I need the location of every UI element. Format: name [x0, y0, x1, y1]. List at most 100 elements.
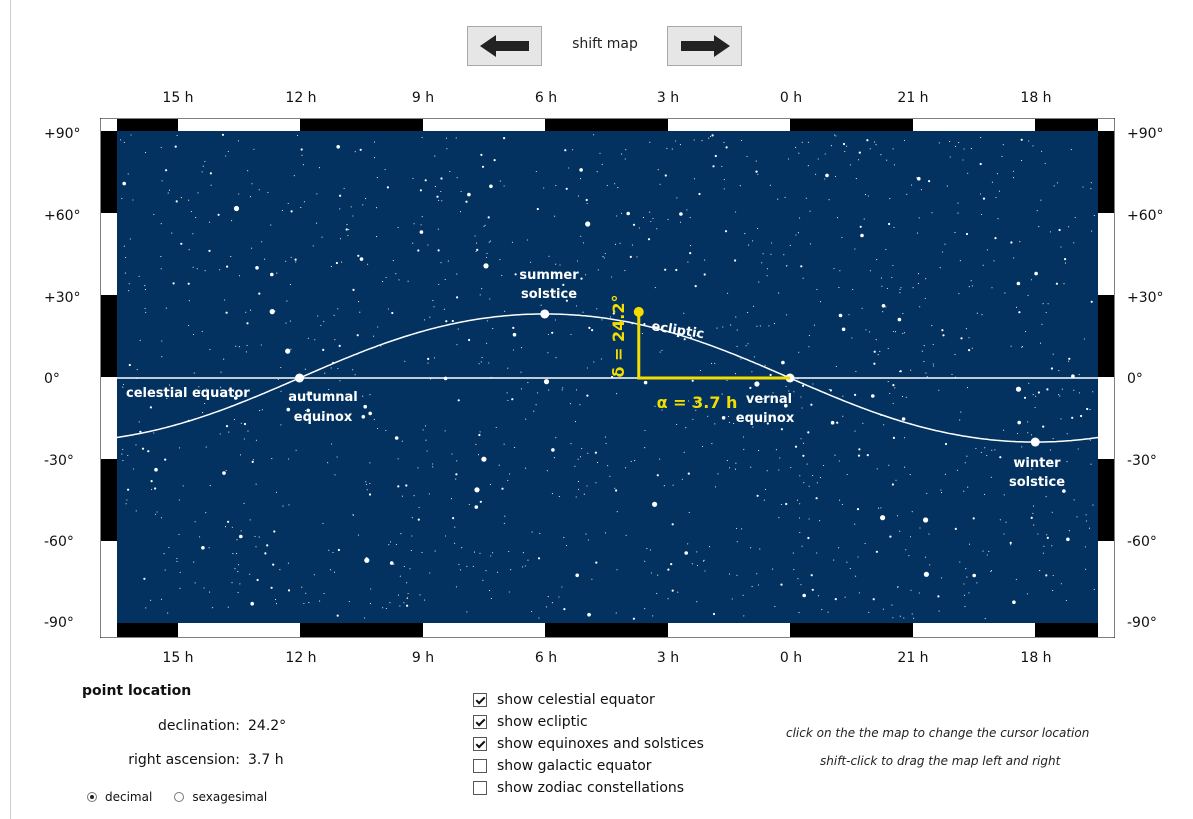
star	[376, 236, 378, 238]
cursor[interactable]: α = 3.7 h δ = 24.2°	[609, 294, 790, 412]
star	[599, 152, 601, 154]
star	[481, 288, 483, 290]
star	[307, 337, 309, 339]
star	[167, 612, 169, 614]
star	[176, 557, 178, 560]
star	[789, 396, 791, 398]
star	[553, 457, 555, 459]
checkbox[interactable]	[473, 715, 487, 729]
option-celestial-equator[interactable]: show celestial equator	[473, 689, 704, 711]
star	[429, 572, 431, 574]
star	[352, 514, 354, 517]
option-equinoxes-solstices[interactable]: show equinoxes and solstices	[473, 733, 704, 755]
star-map[interactable]: celestial equator ecliptic summer solsti…	[100, 118, 1115, 638]
radio-dot[interactable]	[174, 792, 185, 802]
star	[1042, 552, 1044, 554]
star	[388, 544, 390, 546]
option-ecliptic[interactable]: show ecliptic	[473, 711, 704, 733]
star	[456, 273, 458, 275]
star	[409, 568, 411, 570]
star	[503, 137, 506, 140]
option-zodiac-constellations[interactable]: show zodiac constellations	[473, 777, 704, 799]
star	[1012, 170, 1014, 172]
star	[779, 457, 781, 459]
star	[363, 404, 368, 409]
star	[980, 137, 982, 139]
star	[419, 230, 424, 234]
star	[757, 227, 759, 229]
star	[561, 586, 563, 588]
star	[616, 393, 618, 395]
star	[566, 544, 568, 547]
star	[418, 506, 420, 508]
star	[1076, 516, 1078, 518]
star	[192, 333, 195, 336]
star	[411, 517, 413, 519]
star	[492, 328, 494, 330]
star	[237, 592, 239, 594]
star	[958, 142, 960, 144]
star	[696, 564, 699, 566]
star	[135, 444, 137, 446]
radio-dot[interactable]	[87, 792, 97, 802]
star	[210, 184, 212, 186]
shift-left-button[interactable]	[467, 26, 542, 66]
star	[1039, 342, 1042, 344]
radio-sexagesimal[interactable]: sexagesimal	[174, 790, 267, 804]
star	[861, 307, 863, 309]
star	[365, 481, 367, 483]
star	[1052, 438, 1054, 440]
star	[858, 151, 861, 154]
star	[982, 264, 984, 266]
star	[452, 517, 455, 520]
star	[984, 447, 986, 449]
option-galactic-equator[interactable]: show galactic equator	[473, 755, 704, 777]
star	[896, 515, 899, 517]
cursor-point[interactable]	[633, 306, 644, 317]
star	[931, 325, 933, 327]
star	[929, 564, 931, 566]
star	[201, 330, 203, 332]
shift-right-button[interactable]	[667, 26, 742, 66]
star	[411, 535, 413, 537]
star	[377, 427, 379, 430]
star	[530, 261, 532, 263]
star	[901, 417, 906, 421]
star	[841, 236, 843, 239]
checkbox[interactable]	[473, 693, 487, 707]
ra-tick-top: 6 h	[534, 90, 558, 106]
star	[387, 308, 390, 310]
sky-background[interactable]	[117, 131, 1098, 623]
frame-segment	[101, 459, 117, 541]
star	[136, 369, 138, 371]
star	[280, 366, 282, 369]
checkbox[interactable]	[473, 759, 487, 773]
checkbox[interactable]	[473, 737, 487, 751]
star	[1073, 242, 1075, 244]
star	[144, 289, 146, 291]
star	[1085, 514, 1087, 516]
star	[605, 442, 607, 444]
star	[1060, 246, 1062, 248]
star	[918, 217, 920, 219]
option-label: show galactic equator	[497, 758, 652, 774]
star	[249, 573, 251, 575]
star	[193, 372, 195, 374]
star	[911, 184, 913, 186]
star	[231, 526, 233, 528]
star	[222, 471, 226, 475]
radio-decimal[interactable]: decimal	[87, 790, 152, 804]
star	[205, 446, 207, 448]
star	[696, 551, 698, 553]
star	[253, 148, 255, 150]
star	[708, 546, 711, 548]
star	[400, 533, 402, 535]
star	[424, 179, 427, 182]
checkbox[interactable]	[473, 781, 487, 795]
star	[376, 177, 378, 179]
star	[440, 190, 442, 193]
star	[786, 314, 788, 316]
star	[393, 563, 395, 565]
star	[503, 522, 505, 524]
star	[664, 174, 667, 177]
